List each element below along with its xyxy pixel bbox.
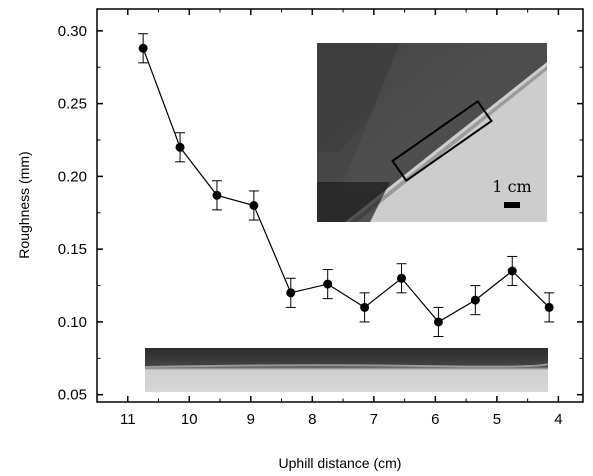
data-point (397, 273, 407, 283)
plot-frame (96, 8, 584, 403)
series-line (142, 48, 550, 323)
y-tick-label: 0.15 (58, 241, 87, 258)
y-tick-label: 0.25 (58, 96, 87, 113)
y-tick-label: 0.30 (58, 23, 87, 40)
data-point (323, 279, 333, 289)
x-tick-label: 10 (181, 411, 198, 428)
data-series (138, 33, 555, 337)
data-point (175, 142, 185, 152)
data-point (470, 295, 480, 305)
data-point (433, 317, 443, 327)
data-point (138, 43, 148, 53)
strip-photo (144, 348, 549, 392)
x-tick-label: 6 (431, 411, 439, 428)
y-tick-label: 0.05 (58, 387, 87, 404)
x-tick-label: 9 (247, 411, 255, 428)
y-tick-label: 0.10 (58, 314, 87, 331)
data-point (507, 266, 517, 276)
scale-bar-label: 1 cm (492, 177, 531, 196)
x-tick-label: 7 (370, 411, 378, 428)
data-point (249, 201, 259, 210)
x-tick-label: 4 (554, 411, 562, 428)
scale-bar (504, 202, 520, 208)
data-point (212, 190, 222, 200)
y-tick-label: 0.20 (58, 168, 87, 185)
y-axis-title: Roughness (mm) (16, 151, 32, 258)
y-axis: 0.05 0.10 0.15 0.20 0.25 0.30 (58, 23, 583, 404)
inset-photo: 1 cm (317, 43, 547, 222)
data-point (360, 302, 370, 312)
data-point (544, 302, 554, 312)
x-tick-label: 8 (308, 411, 316, 428)
inset-selection-box (391, 99, 493, 183)
x-axis: 11 10 9 8 7 6 5 4 (120, 9, 563, 428)
x-axis-title: Uphill distance (cm) (279, 455, 402, 471)
data-point (286, 288, 296, 298)
x-tick-label: 5 (493, 411, 501, 428)
x-tick-label: 11 (120, 411, 136, 428)
